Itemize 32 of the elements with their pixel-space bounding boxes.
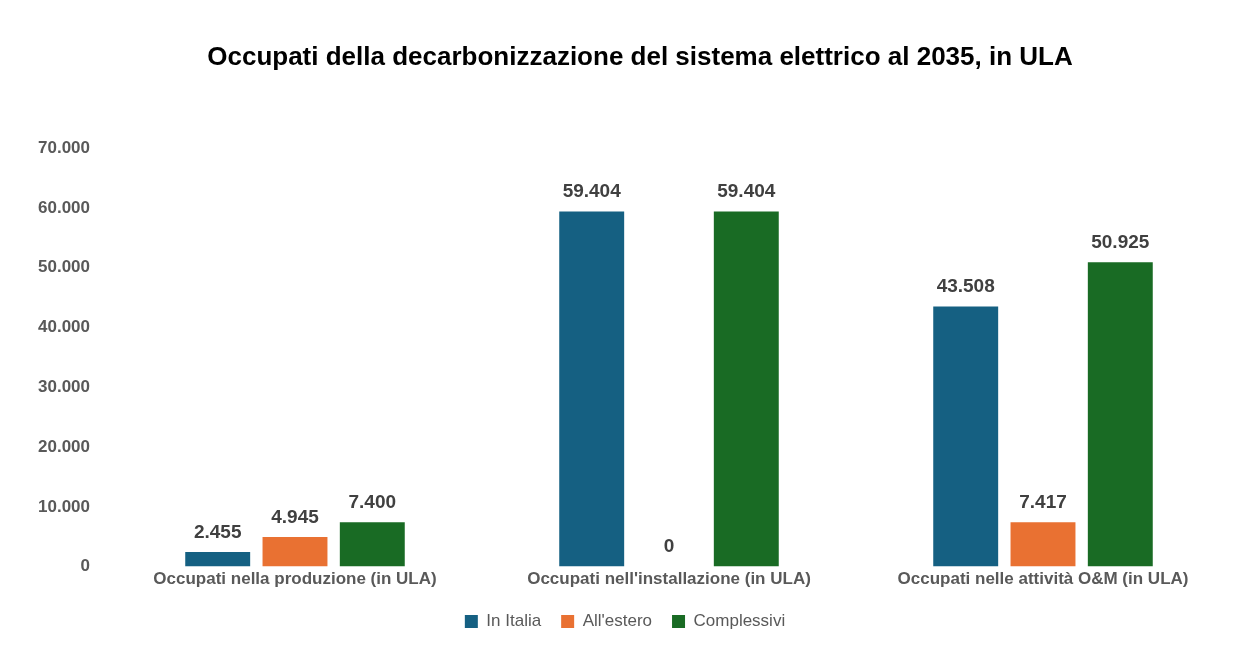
y-tick-label: 70.000 <box>38 137 90 157</box>
y-tick-label: 20.000 <box>38 436 90 456</box>
bar <box>1087 262 1153 567</box>
y-tick-label: 30.000 <box>38 376 90 396</box>
x-tick-label: Occupati nella produzione (in ULA) <box>153 569 437 589</box>
data-label: 7.400 <box>348 491 397 513</box>
x-tick-label: Occupati nelle attività O&M (in ULA) <box>897 569 1189 589</box>
bar <box>559 211 625 567</box>
data-label: 2.455 <box>193 520 242 542</box>
y-tick-label: 50.000 <box>38 257 90 277</box>
data-label: 59.404 <box>562 180 622 202</box>
y-tick-label: 60.000 <box>38 197 90 217</box>
legend-label: Complessivi <box>693 611 786 631</box>
legend-label: In Italia <box>486 611 542 631</box>
bar <box>262 537 328 567</box>
data-label: 7.417 <box>1019 491 1067 512</box>
bar <box>713 211 779 567</box>
chart-title: Occupati della decarbonizzazione del sistema elettrico al 2035, in ULA <box>206 40 1074 73</box>
data-label: 43.508 <box>936 275 995 297</box>
bar <box>339 522 405 567</box>
y-tick-label: 10.000 <box>38 496 90 516</box>
bar <box>933 306 999 567</box>
x-tick-label: Occupati nell'installazione (in ULA) <box>527 569 811 589</box>
y-tick-label: 40.000 <box>38 317 90 337</box>
data-label: 4.945 <box>271 505 320 527</box>
data-label: 59.404 <box>717 180 776 202</box>
data-label: 50.925 <box>1091 230 1150 252</box>
legend-label: All'estero <box>582 611 653 631</box>
bar <box>185 551 251 567</box>
bar <box>1010 522 1076 567</box>
data-label: 0 <box>663 535 675 557</box>
y-tick-label: 0 <box>80 556 90 576</box>
